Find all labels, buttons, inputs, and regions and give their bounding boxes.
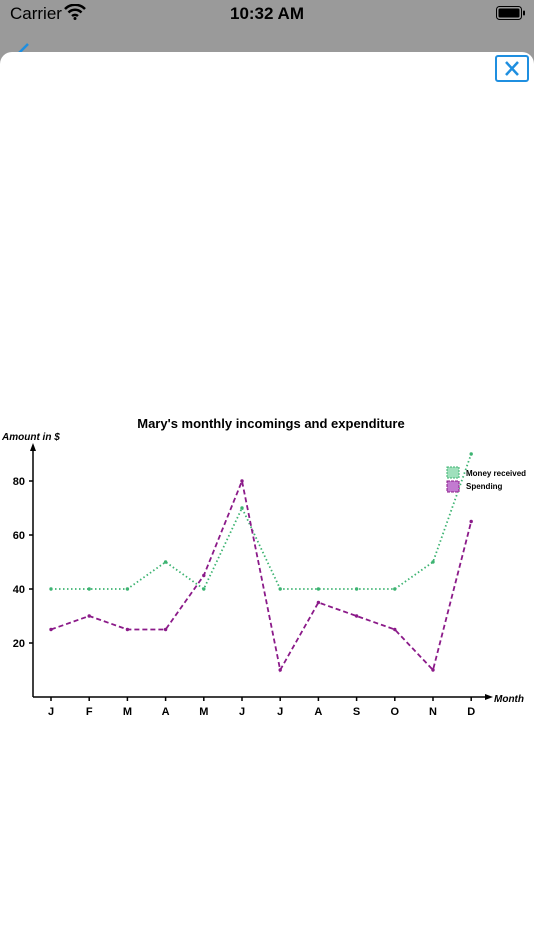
modal-sheet: Mary's monthly incomings and expenditure… <box>0 52 534 950</box>
x-tick-label: F <box>86 706 93 718</box>
legend-label-spending: Spending <box>466 482 503 491</box>
x-tick-label: J <box>277 706 283 718</box>
x-tick-label: M <box>199 706 208 718</box>
x-tick-label: D <box>467 706 475 718</box>
data-point-received <box>393 587 397 591</box>
x-tick-label: S <box>353 706 360 718</box>
data-point-spending <box>278 668 282 672</box>
wifi-icon <box>64 4 86 20</box>
data-point-received <box>240 506 244 510</box>
data-point-spending <box>202 573 206 578</box>
data-point-received <box>49 587 53 591</box>
clock: 10:32 AM <box>229 4 304 23</box>
data-point-spending <box>87 614 91 618</box>
legend-swatch-received <box>446 466 460 479</box>
chart-title: Mary's monthly incomings and expenditure <box>137 416 404 431</box>
chart: Mary's monthly incomings and expenditure… <box>0 410 534 730</box>
x-axis-label: Month <box>494 694 524 705</box>
status-bar: Carrier 10:32 AM <box>0 0 534 30</box>
y-axis-arrow <box>30 443 36 451</box>
data-point-received <box>125 587 130 591</box>
data-point-spending <box>354 614 359 618</box>
carrier-label: Carrier <box>10 4 62 23</box>
data-point-received <box>431 560 435 564</box>
data-point-spending <box>49 627 53 632</box>
legend-label-received: Money received <box>466 469 526 478</box>
x-tick-label: O <box>391 706 400 718</box>
series-layer <box>49 452 473 673</box>
battery-icon <box>496 6 525 20</box>
data-point-received <box>469 452 473 456</box>
y-tick-label: 20 <box>13 638 25 650</box>
data-point-spending <box>431 668 435 672</box>
close-icon <box>505 61 519 76</box>
y-tick-label: 80 <box>13 476 25 488</box>
data-point-received <box>354 587 359 591</box>
chart-svg: Mary's monthly incomings and expenditure… <box>1 416 526 718</box>
y-ticks: 20 40 60 80 <box>13 476 33 650</box>
data-point-spending <box>469 519 473 524</box>
data-point-spending <box>163 627 168 632</box>
x-tick-label: J <box>48 706 54 718</box>
y-tick-label: 60 <box>13 530 25 542</box>
data-point-received <box>163 560 168 564</box>
legend: Money received Spending <box>446 466 526 493</box>
close-button[interactable] <box>495 55 529 82</box>
y-axis-label: Amount in $ <box>1 432 60 443</box>
series-line-received <box>51 453 473 591</box>
x-tick-label: A <box>314 706 322 718</box>
data-point-received <box>278 587 282 591</box>
x-tick-label: J <box>239 706 245 718</box>
data-point-spending <box>125 627 130 632</box>
series-line-spending <box>50 477 473 673</box>
y-tick-label: 40 <box>13 584 25 596</box>
data-point-received <box>87 587 91 591</box>
data-point-received <box>316 587 321 591</box>
data-point-spending <box>316 600 321 605</box>
x-tick-label: A <box>162 706 170 718</box>
data-point-received <box>202 587 206 591</box>
data-point-spending <box>393 627 397 632</box>
x-tick-label: M <box>123 706 132 718</box>
x-tick-label: N <box>429 706 437 718</box>
legend-swatch-spending <box>446 480 460 493</box>
data-point-spending <box>240 479 244 483</box>
x-axis-arrow <box>485 694 493 700</box>
